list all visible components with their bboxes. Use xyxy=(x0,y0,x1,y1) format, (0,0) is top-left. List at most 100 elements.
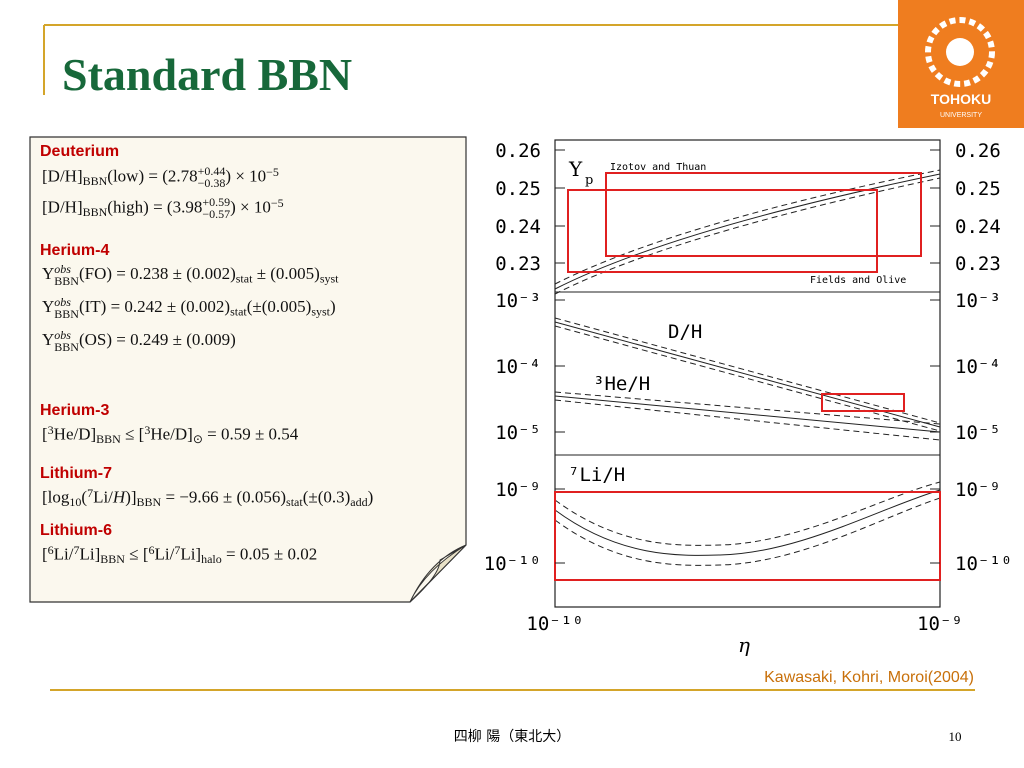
curve xyxy=(554,489,941,556)
panel-label: Y xyxy=(568,157,583,181)
panel-label: D/H xyxy=(668,321,702,343)
y-tick-label: 10⁻⁴ xyxy=(955,356,1001,378)
bbn-figure xyxy=(554,139,941,608)
y-tick-label: 10⁻⁵ xyxy=(955,422,1001,444)
equation-text: Y xyxy=(42,263,55,283)
subscript: BBN xyxy=(100,551,125,566)
section-heading: Lithium-6 xyxy=(40,522,112,539)
panel-annotation: Izotov and Thuan xyxy=(610,162,706,173)
curve xyxy=(554,497,941,566)
subscript: BBN xyxy=(96,431,121,446)
equation: [6Li/7Li]BBN ≤ [6Li/7Li]halo = 0.05 ± 0.… xyxy=(42,543,317,567)
curve xyxy=(554,317,941,424)
y-tick-label: 10⁻³ xyxy=(495,290,541,312)
superscript: obs xyxy=(54,262,71,276)
equation-text: ) xyxy=(330,296,336,316)
equation-text: (±(0.005) xyxy=(246,296,312,316)
equation-text: (FO) = 0.238 ± (0.002) xyxy=(78,263,236,283)
x-tick-label: 10⁻⁹ xyxy=(917,613,963,635)
subscript: BBN xyxy=(54,340,79,354)
equation-text: ) × 10 xyxy=(230,197,271,217)
constraint-box xyxy=(605,172,922,257)
panel-label: ⁷Li/H xyxy=(568,464,625,486)
curve xyxy=(554,169,941,285)
curve xyxy=(554,395,941,433)
equation-text: Li/ xyxy=(93,487,113,507)
superscript: obs xyxy=(54,328,71,342)
constraint-box xyxy=(821,393,905,412)
curve xyxy=(554,481,941,546)
stacked-scripts: +0.59 −0.57 xyxy=(202,196,230,220)
superscript: 7 xyxy=(87,486,94,500)
slide-title: Standard BBN xyxy=(62,49,352,100)
section-heading: Deuterium xyxy=(40,143,120,160)
superscript: 7 xyxy=(174,543,181,557)
y-tick-label: 0.24 xyxy=(955,216,1001,238)
subscript: ⊙ xyxy=(192,431,203,446)
x-tick-label: 10⁻¹⁰ xyxy=(526,613,583,635)
note-fold xyxy=(409,544,467,603)
equation-text: Li] xyxy=(79,544,101,564)
equation-text: ≤ [ xyxy=(124,544,149,564)
subscript: −0.57 xyxy=(202,207,231,222)
equation-text: [D/H] xyxy=(42,166,83,186)
subscript: stat xyxy=(230,304,247,319)
subscript: BBN xyxy=(136,494,162,509)
logo-emblem xyxy=(925,17,995,87)
equation: [D/H]BBN(high) = (3.98 +0.59 −0.57) × 10−5 xyxy=(42,196,284,220)
equation-text: ± (0.005) xyxy=(252,263,320,283)
equation-text: [D/H] xyxy=(42,197,83,217)
x-axis-label: η xyxy=(738,633,750,657)
equation-text: Li/ xyxy=(53,544,74,564)
equation-text: )] xyxy=(125,487,137,507)
superscript: 6 xyxy=(47,543,54,557)
y-tick-label: 10⁻¹⁰ xyxy=(484,553,541,575)
panel-label: ³He/H xyxy=(593,373,650,395)
superscript: −5 xyxy=(266,165,279,179)
equation-text: = −9.66 ± (0.056) xyxy=(161,487,287,507)
superscript: 3 xyxy=(144,423,151,437)
superscript: +0.44 xyxy=(197,164,226,179)
equation-text: [ xyxy=(42,544,48,564)
y-tick-label: 0.24 xyxy=(495,216,541,238)
y-tick-label: 10⁻¹⁰ xyxy=(955,553,1012,575)
footer-author: 四柳 陽（東北大） xyxy=(454,728,570,745)
logo-emblem-center xyxy=(946,38,974,66)
equation-text: Y xyxy=(42,296,55,316)
superscript: +0.59 xyxy=(202,195,231,210)
section-heading: Herium-4 xyxy=(40,242,110,259)
subscript: halo xyxy=(201,551,222,566)
y-tick-label: 10⁻⁹ xyxy=(955,479,1001,501)
constraint-box xyxy=(554,491,941,581)
equation-text: (high) = (3.98 xyxy=(107,197,203,217)
y-tick-label: 0.23 xyxy=(495,253,541,275)
curve xyxy=(554,173,941,290)
subscript: stat xyxy=(286,494,303,509)
constraint-boxes xyxy=(554,172,941,581)
stacked-scripts: obs BBN xyxy=(54,329,79,353)
stacked-scripts: obs BBN xyxy=(54,263,79,287)
equation-text: Li/ xyxy=(154,544,175,564)
subscript: BBN xyxy=(82,204,108,219)
equation-text: ) × 10 xyxy=(225,166,267,186)
equation-text: (low) = (2.78 xyxy=(107,166,198,186)
y-tick-label: 10⁻⁵ xyxy=(495,422,541,444)
subscript: −0.38 xyxy=(197,176,226,191)
stacked-scripts: obs BBN xyxy=(54,296,79,320)
logo-subtext: UNIVERSITY xyxy=(940,112,982,119)
plot-frame xyxy=(554,139,941,608)
equation-text: He/D] xyxy=(53,424,97,444)
superscript: 7 xyxy=(73,543,80,557)
equation-text: (±(0.3) xyxy=(302,487,351,507)
figure-credit: Kawasaki, Kohri, Moroi(2004) xyxy=(764,669,974,686)
superscript: 3 xyxy=(47,423,54,437)
y-tick-label: 10⁻⁹ xyxy=(495,479,541,501)
curve xyxy=(554,399,941,441)
curve xyxy=(554,391,941,425)
curve xyxy=(554,177,941,295)
section-heading: Herium-3 xyxy=(40,402,110,419)
page-number: 10 xyxy=(949,729,962,744)
equation-text: ) xyxy=(367,487,374,507)
equation-text: Y xyxy=(42,329,55,349)
